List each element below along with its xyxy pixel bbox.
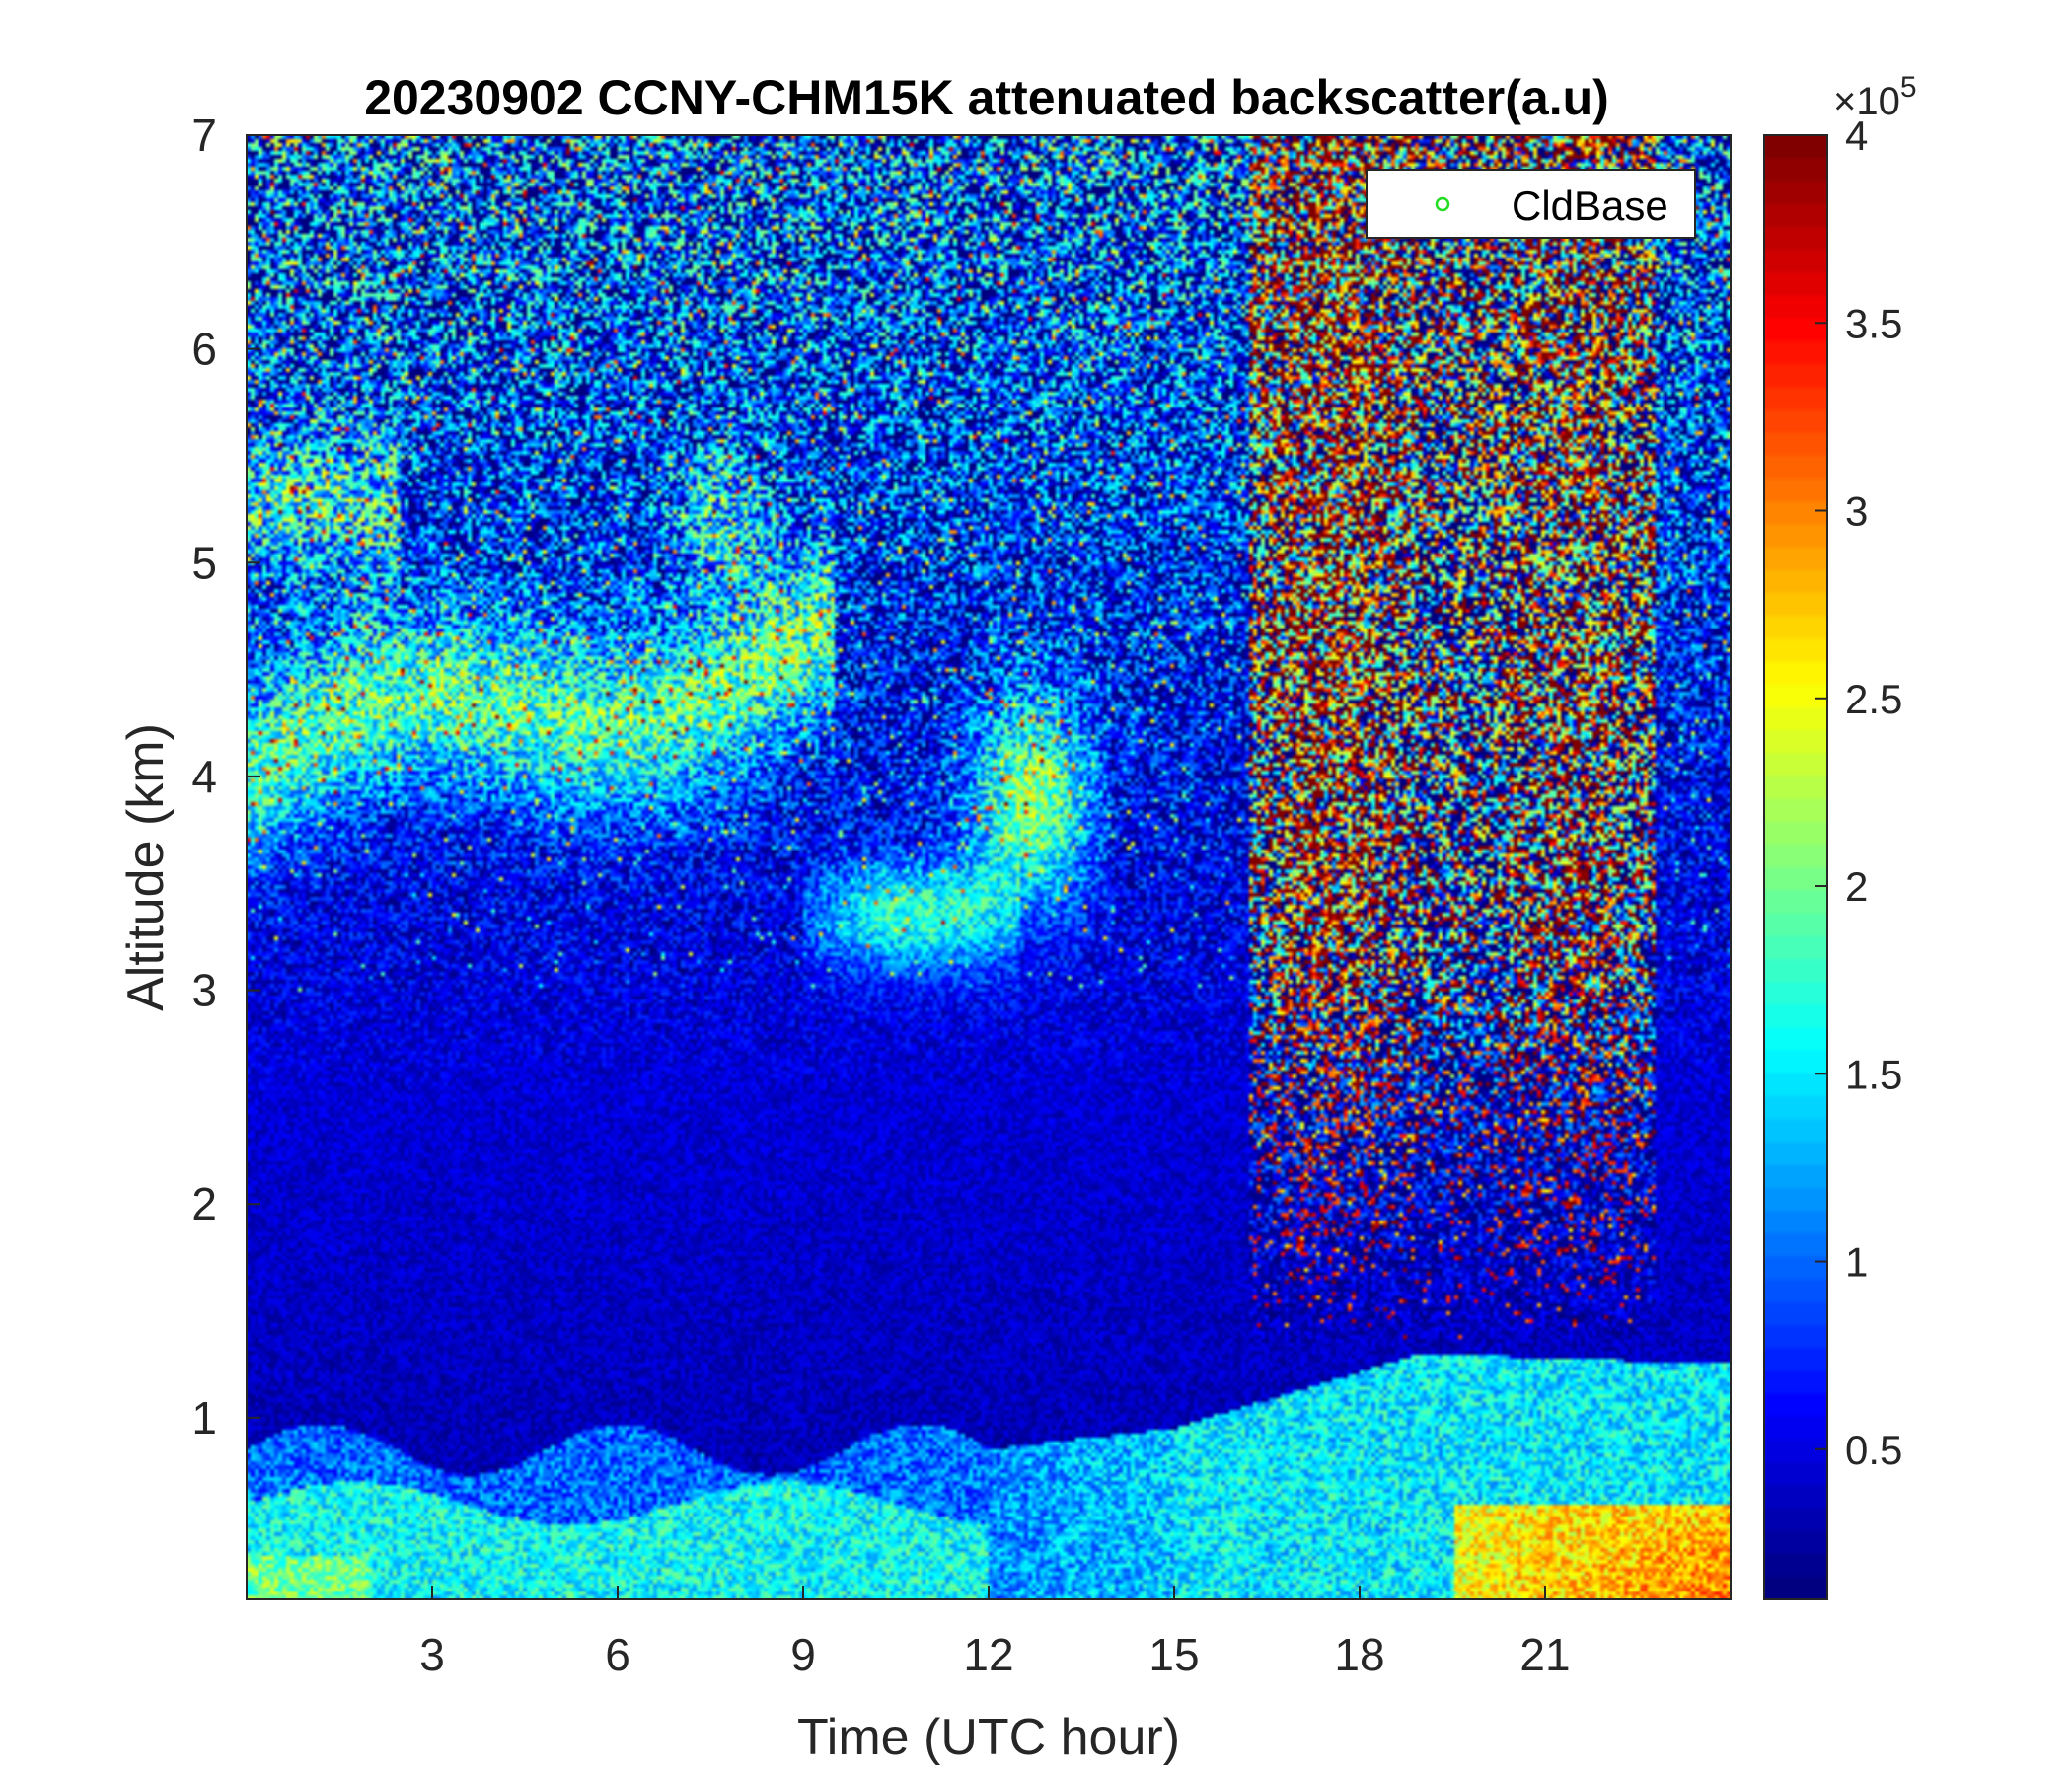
x-tick-label: 6 bbox=[605, 1629, 630, 1680]
x-axis: 3 6 9 12 15 18 21 bbox=[419, 1586, 1571, 1680]
colorbar-tick-label: 2.5 bbox=[1845, 676, 1902, 722]
y-axis: 1 2 3 4 5 6 7 bbox=[191, 110, 260, 1443]
chart-title: 20230902 CCNY-CHM15K attenuated backscat… bbox=[364, 70, 1609, 125]
y-tick-label: 6 bbox=[191, 324, 217, 375]
colorbar-tick-label: 4 bbox=[1845, 112, 1868, 159]
y-tick-label: 3 bbox=[191, 965, 217, 1016]
colorbar: 0.5 1 1.5 2 2.5 3 3.5 4 ×105 bbox=[1763, 71, 1917, 1600]
colorbar-exponent-power: 5 bbox=[1900, 71, 1917, 104]
x-tick-label: 21 bbox=[1519, 1629, 1570, 1680]
colorbar-tick-label: 1 bbox=[1845, 1239, 1868, 1286]
y-axis-label: Altitude (km) bbox=[117, 723, 175, 1011]
heatmap-plot bbox=[247, 135, 1731, 1599]
colorbar-ticks: 0.5 1 1.5 2 2.5 3 3.5 4 bbox=[1815, 112, 1902, 1473]
colorbar-frame bbox=[1763, 134, 1828, 1600]
y-tick-label: 4 bbox=[191, 751, 217, 802]
legend-marker-cldbase bbox=[1435, 196, 1450, 212]
x-tick-label: 15 bbox=[1148, 1629, 1199, 1680]
colorbar-exponent: ×105 bbox=[1833, 71, 1917, 123]
colorbar-tick-label: 3 bbox=[1845, 488, 1868, 535]
colorbar-tick-label: 1.5 bbox=[1845, 1051, 1902, 1097]
legend: CldBase bbox=[1366, 169, 1696, 239]
legend-label-cldbase: CldBase bbox=[1512, 183, 1668, 229]
colorbar-tick-label: 0.5 bbox=[1845, 1427, 1902, 1473]
x-tick-label: 18 bbox=[1334, 1629, 1384, 1680]
x-tick-label: 3 bbox=[419, 1629, 445, 1680]
colorbar-exponent-base: ×10 bbox=[1833, 80, 1900, 123]
y-tick-label: 7 bbox=[191, 110, 217, 161]
x-tick-label: 9 bbox=[790, 1629, 816, 1680]
colorbar-tick-label: 3.5 bbox=[1845, 300, 1902, 346]
colorbar-gradient bbox=[1764, 135, 1827, 1599]
legend-box bbox=[1366, 169, 1696, 239]
y-tick-label: 5 bbox=[191, 537, 217, 588]
x-tick-label: 12 bbox=[963, 1629, 1013, 1680]
colorbar-tick-label: 2 bbox=[1845, 863, 1868, 910]
heatmap-image bbox=[247, 135, 1731, 1599]
y-tick-label: 2 bbox=[191, 1178, 217, 1229]
x-axis-label: Time (UTC hour) bbox=[797, 1709, 1180, 1766]
y-tick-label: 1 bbox=[191, 1392, 217, 1443]
